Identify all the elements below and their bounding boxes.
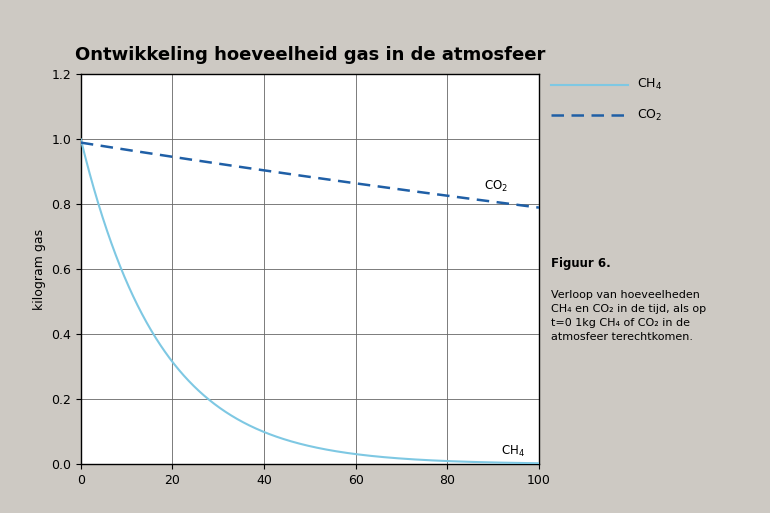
Text: CO$_2$: CO$_2$ bbox=[637, 108, 662, 123]
Text: CH$_4$: CH$_4$ bbox=[501, 444, 525, 460]
Text: CH$_4$: CH$_4$ bbox=[637, 77, 662, 92]
Text: CO$_2$: CO$_2$ bbox=[484, 179, 508, 194]
Title: Ontwikkeling hoeveelheid gas in de atmosfeer: Ontwikkeling hoeveelheid gas in de atmos… bbox=[75, 47, 545, 65]
Text: Figuur 6.: Figuur 6. bbox=[551, 256, 611, 269]
Y-axis label: kilogram gas: kilogram gas bbox=[32, 229, 45, 310]
Text: Verloop van hoeveelheden
CH₄ en CO₂ in de tijd, als op
t=0 1kg CH₄ of CO₂ in de
: Verloop van hoeveelheden CH₄ en CO₂ in d… bbox=[551, 290, 705, 342]
